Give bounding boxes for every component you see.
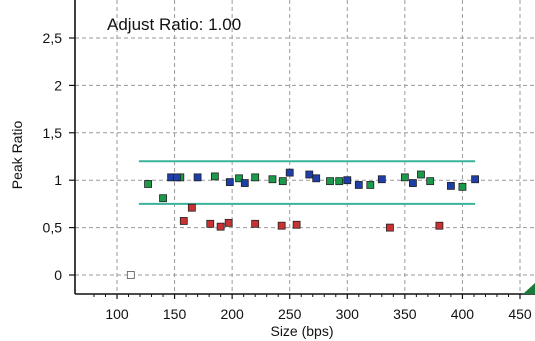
data-point-red xyxy=(206,219,215,228)
data-point-green xyxy=(251,173,260,182)
y-tick-label: 1,5 xyxy=(43,125,63,141)
data-point-blue xyxy=(447,181,455,190)
data-point-red xyxy=(277,221,286,230)
x-tick-label: 300 xyxy=(336,306,360,322)
x-tick-label: 400 xyxy=(451,306,475,322)
data-point-green xyxy=(159,194,167,203)
y-axis-title: Peak Ratio xyxy=(9,121,25,190)
data-point-green xyxy=(400,173,409,182)
adjust-ratio-annotation: Adjust Ratio: 1.00 xyxy=(107,15,241,34)
data-point-blue xyxy=(354,181,363,189)
data-point-green xyxy=(144,180,152,188)
x-tick-label: 150 xyxy=(163,306,187,322)
y-tick-label: 0 xyxy=(54,267,62,283)
y-tick-label: 2,5 xyxy=(43,30,63,46)
data-point-green xyxy=(268,175,277,184)
data-point-blue xyxy=(377,175,386,184)
data-point-blue xyxy=(312,174,321,183)
x-axis-title: Size (bps) xyxy=(270,323,333,339)
data-point-red xyxy=(224,218,233,227)
data-point-green xyxy=(366,181,375,189)
x-tick-label: 450 xyxy=(508,306,532,322)
data-point-green xyxy=(326,177,334,186)
x-tick-label: 250 xyxy=(278,306,302,322)
data-point-red xyxy=(435,221,444,230)
data-point-green xyxy=(426,177,435,186)
data-point-red xyxy=(292,220,301,229)
data-point-green xyxy=(417,170,425,179)
data-point-white xyxy=(126,271,135,279)
y-tick-label: 0,5 xyxy=(43,220,63,236)
x-tick-label: 100 xyxy=(105,306,129,322)
data-point-red xyxy=(251,219,260,228)
y-tick-label: 2 xyxy=(54,77,62,93)
x-tick-label: 350 xyxy=(393,306,417,322)
data-point-blue xyxy=(225,178,234,186)
data-point-blue xyxy=(240,179,249,187)
x-tick-label: 200 xyxy=(220,306,244,322)
data-point-blue xyxy=(193,173,202,182)
data-point-red xyxy=(216,222,225,231)
data-point-red xyxy=(385,223,394,232)
data-point-blue xyxy=(409,179,417,187)
axis-ticks: 100 150 200 250 300 350 400 450 0 0,5 1 1,5 2 2,5 xyxy=(43,30,532,322)
grid-lines xyxy=(75,0,535,294)
data-point-blue xyxy=(172,173,181,182)
data-point-green xyxy=(335,177,344,186)
data-point-green xyxy=(210,172,219,181)
data-point-blue xyxy=(305,170,314,179)
data-point-green xyxy=(278,177,287,186)
data-point-green xyxy=(235,174,243,183)
data-point-red xyxy=(179,217,188,225)
data-point-blue xyxy=(285,168,294,177)
data-point-red xyxy=(187,203,196,212)
corner-resize-icon xyxy=(523,283,535,294)
data-point-green xyxy=(458,182,467,191)
data-point-blue xyxy=(343,176,352,185)
data-points xyxy=(126,168,479,279)
data-point-blue xyxy=(471,175,479,184)
y-tick-label: 1 xyxy=(54,172,62,188)
